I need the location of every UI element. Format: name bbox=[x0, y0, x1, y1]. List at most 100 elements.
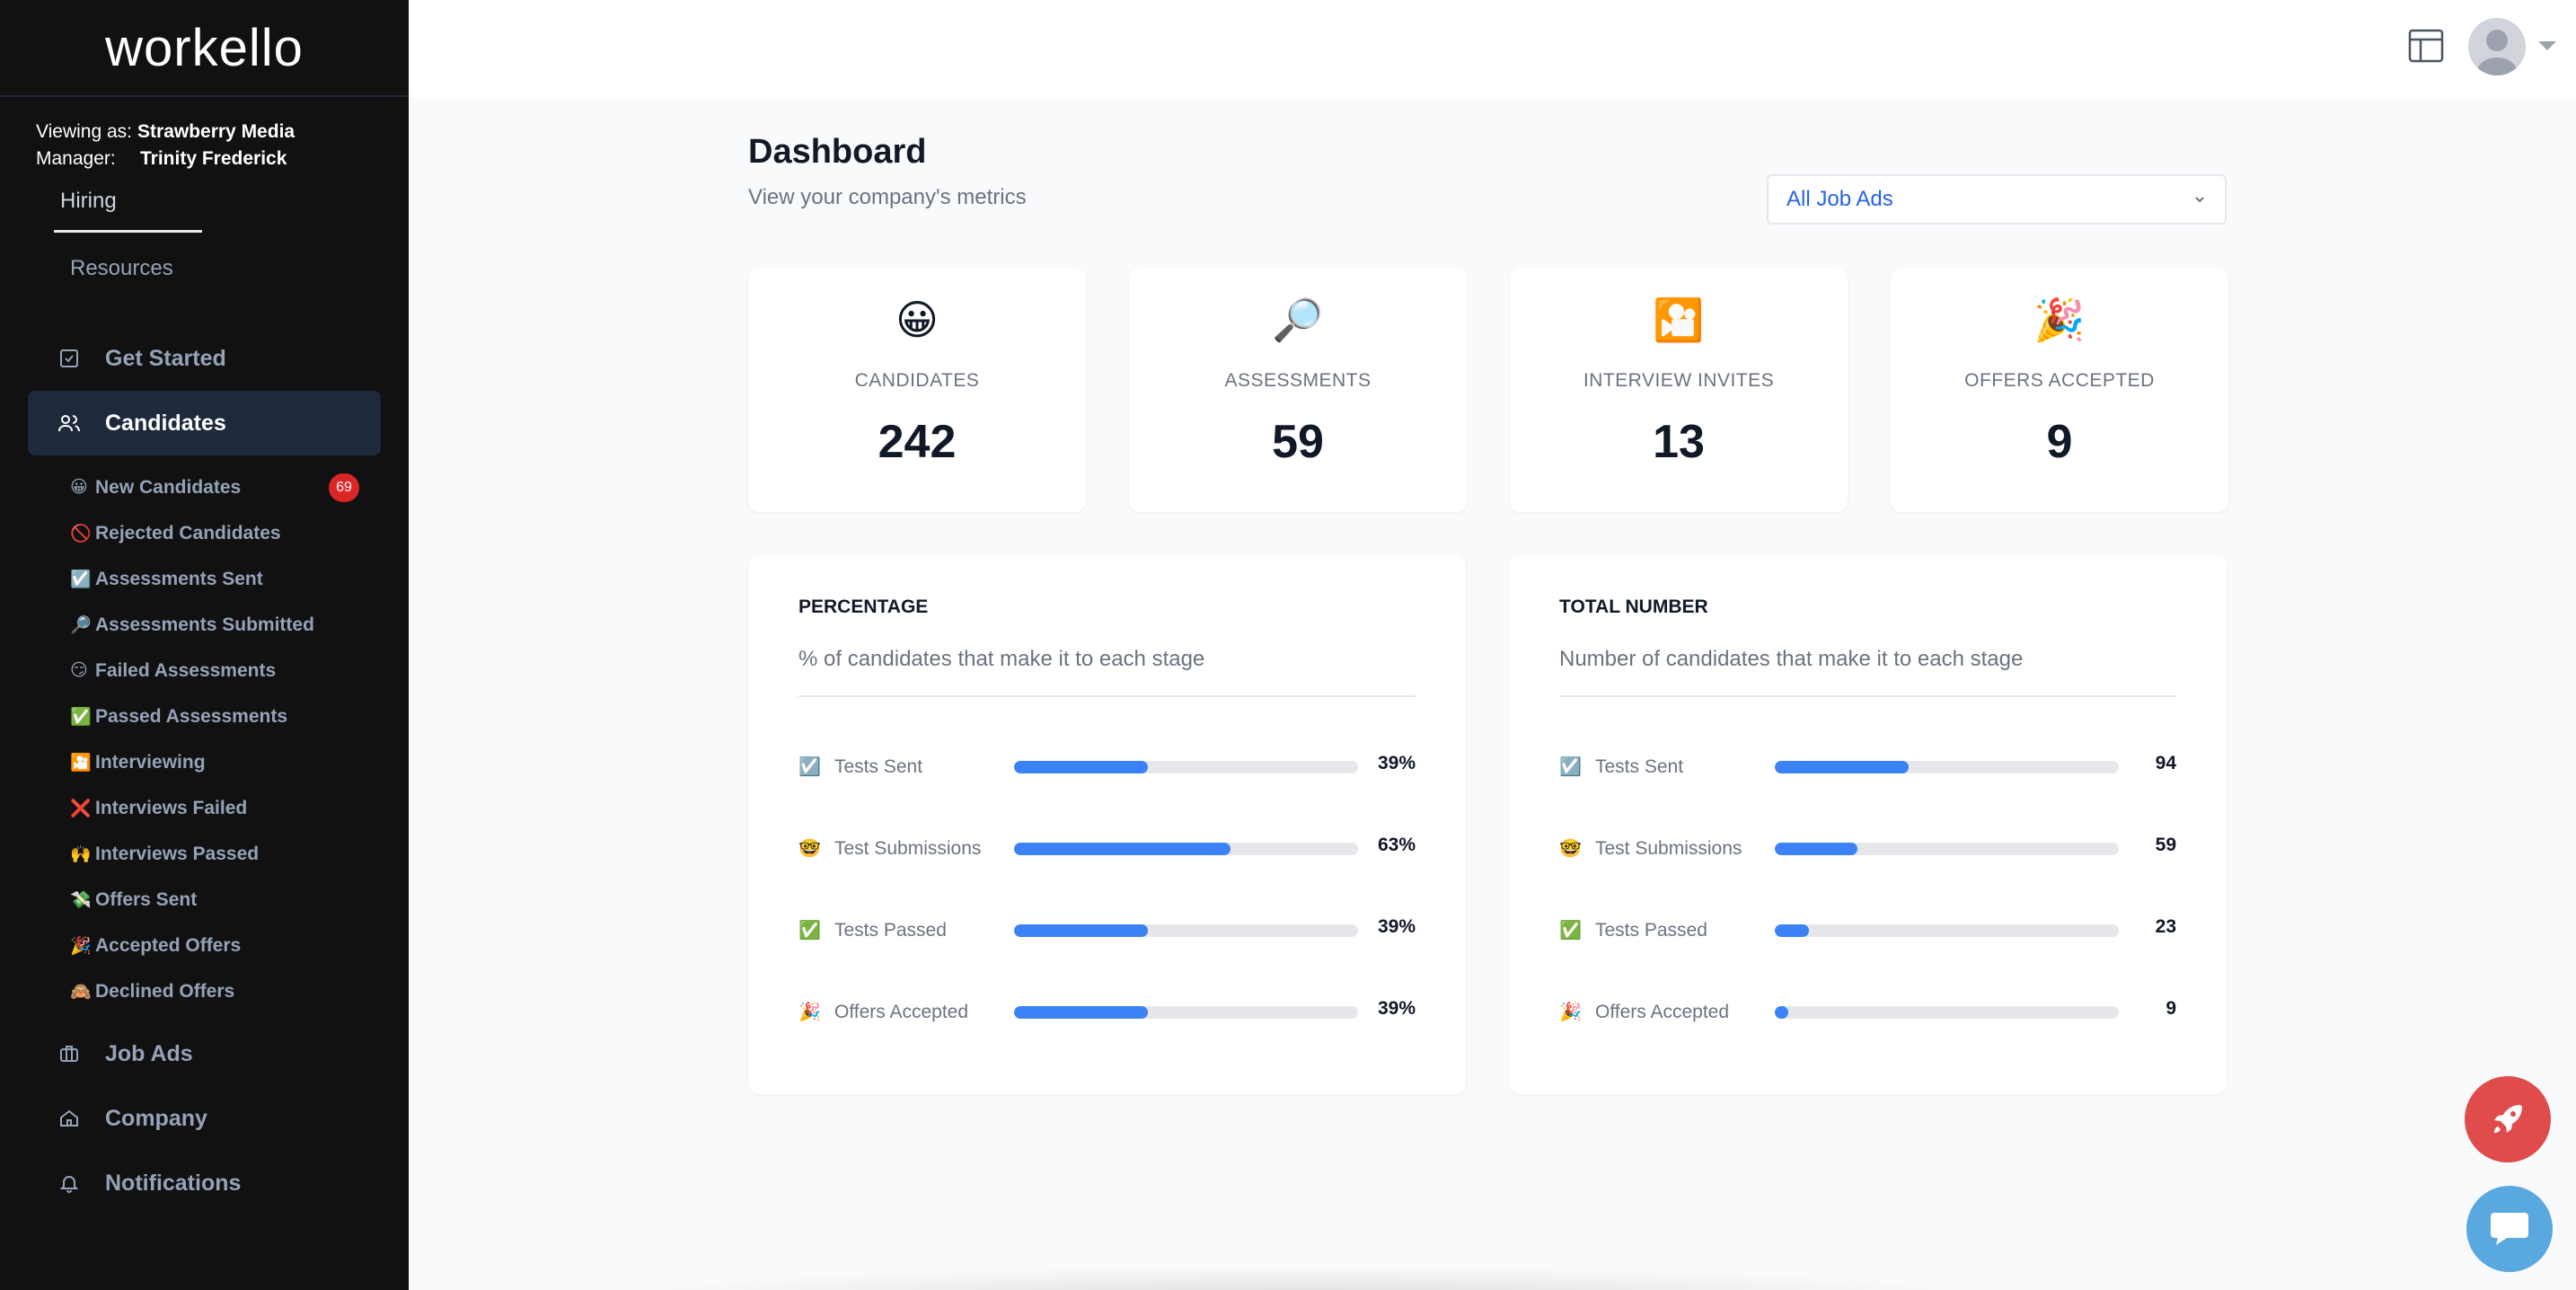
tab-resources[interactable]: Resources bbox=[70, 256, 173, 280]
checkbox-icon: ☑️ bbox=[70, 570, 92, 589]
funnel-row-value: 63% bbox=[1377, 834, 1416, 855]
main-nav: Get Started Candidates 😀 New Candidates 6… bbox=[0, 326, 409, 1215]
account-info: Viewing as: Strawberry Media Manager: Tr… bbox=[0, 97, 409, 172]
panel-title: PERCENTAGE bbox=[798, 596, 929, 617]
rocket-button[interactable] bbox=[2465, 1076, 2551, 1162]
progress-bar-fill bbox=[1775, 842, 1857, 855]
home-icon bbox=[57, 1106, 82, 1131]
money-wings-icon: 💸 bbox=[70, 890, 92, 910]
stage-label: Offers Sent bbox=[95, 888, 198, 910]
chat-bubble-icon bbox=[2491, 1213, 2528, 1245]
panel-title: TOTAL NUMBER bbox=[1559, 596, 1708, 617]
stage-failed-assessments[interactable]: 😏 Failed Assessments bbox=[0, 648, 409, 694]
page-subtitle: View your company's metrics bbox=[748, 185, 1027, 209]
tab-hiring-label: Hiring bbox=[60, 189, 117, 213]
chevron-down-icon[interactable] bbox=[2538, 41, 2556, 50]
stage-label: Accepted Offers bbox=[95, 934, 242, 956]
viewing-as-value: Strawberry Media bbox=[137, 121, 296, 142]
party-popper-icon: 🎉 bbox=[2033, 296, 2086, 343]
check-mark-icon: ✅ bbox=[798, 921, 821, 941]
stat-card-candidates: 😀 CANDIDATES 242 bbox=[748, 268, 1086, 512]
stats-cards: 😀 CANDIDATES 242 🔎 ASSESSMENTS 59 🎦 INTE… bbox=[748, 268, 2228, 512]
stage-passed-assessments[interactable]: ✅ Passed Assessments bbox=[0, 694, 409, 739]
tab-hiring[interactable]: Hiring bbox=[54, 189, 202, 233]
stat-value: 9 bbox=[2046, 416, 2073, 468]
stage-interviewing[interactable]: 🎦 Interviewing bbox=[0, 739, 409, 785]
job-ads-filter-select[interactable]: All Job Ads bbox=[1767, 174, 2227, 225]
stage-assessments-sent[interactable]: ☑️ Assessments Sent bbox=[0, 556, 409, 602]
progress-bar-fill bbox=[1775, 923, 1810, 937]
chat-button[interactable] bbox=[2466, 1186, 2553, 1272]
stage-label: Assessments Sent bbox=[95, 568, 263, 589]
stage-accepted-offers[interactable]: 🎉 Accepted Offers bbox=[0, 923, 409, 968]
cross-mark-icon: ❌ bbox=[70, 799, 92, 818]
party-popper-icon: 🎉 bbox=[1559, 1003, 1582, 1022]
progress-bar-fill bbox=[1775, 760, 1910, 773]
stage-declined-offers[interactable]: 🙈 Declined Offers bbox=[0, 968, 409, 1014]
progress-bar-fill bbox=[1014, 1005, 1149, 1019]
funnel-row: ✅ Tests Passed 23 bbox=[1559, 889, 2176, 971]
stage-label: New Candidates bbox=[95, 476, 242, 498]
nav-candidates[interactable]: Candidates bbox=[28, 391, 381, 455]
nav-company-label: Company bbox=[105, 1105, 207, 1131]
panel-description: Number of candidates that make it to eac… bbox=[1559, 647, 2176, 697]
user-avatar[interactable] bbox=[2468, 18, 2526, 75]
stage-label: Rejected Candidates bbox=[95, 522, 281, 543]
progress-bar bbox=[1014, 1005, 1358, 1019]
layout-icon[interactable] bbox=[2407, 27, 2445, 65]
nav-job-ads-label: Job Ads bbox=[105, 1040, 193, 1066]
progress-bar-fill bbox=[1014, 923, 1149, 937]
funnel-row-value: 39% bbox=[1377, 997, 1416, 1019]
stage-label: Interviews Failed bbox=[95, 797, 248, 818]
stage-assessments-submitted[interactable]: 🔎 Assessments Submitted bbox=[0, 602, 409, 648]
nav-get-started[interactable]: Get Started bbox=[28, 326, 381, 391]
stage-interviews-passed[interactable]: 🙌 Interviews Passed bbox=[0, 831, 409, 877]
job-ads-filter-value: All Job Ads bbox=[1786, 187, 1893, 211]
stat-card-interview-invites: 🎦 INTERVIEW INVITES 13 bbox=[1510, 268, 1848, 512]
camera-icon: 🎦 bbox=[70, 753, 92, 773]
stat-label: INTERVIEW INVITES bbox=[1583, 370, 1775, 391]
funnel-row-label: Test Submissions bbox=[834, 837, 982, 859]
percentage-panel: PERCENTAGE % of candidates that make it … bbox=[748, 555, 1466, 1094]
nav-job-ads[interactable]: Job Ads bbox=[28, 1021, 381, 1086]
funnel-row: ☑️ Tests Sent 94 bbox=[1559, 726, 2176, 808]
progress-bar bbox=[1775, 923, 2119, 937]
briefcase-icon bbox=[57, 1041, 82, 1066]
smirk-face-icon: 😏 bbox=[70, 661, 88, 680]
stage-label: Failed Assessments bbox=[95, 659, 277, 681]
funnel-row: ✅ Tests Passed 39% bbox=[798, 889, 1416, 971]
prohibited-icon: 🚫 bbox=[70, 524, 92, 543]
panel-description: % of candidates that make it to each sta… bbox=[798, 647, 1416, 697]
nerd-face-icon: 🤓 bbox=[1559, 839, 1582, 859]
stage-interviews-failed[interactable]: ❌ Interviews Failed bbox=[0, 785, 409, 831]
progress-bar-fill bbox=[1014, 760, 1149, 773]
users-icon bbox=[57, 411, 82, 436]
funnel-row: 🎉 Offers Accepted 39% bbox=[798, 971, 1416, 1053]
check-mark-icon: ✅ bbox=[70, 707, 92, 727]
magnifier-icon: 🔎 bbox=[70, 615, 92, 635]
progress-bar bbox=[1775, 760, 2119, 773]
stage-offers-sent[interactable]: 💸 Offers Sent bbox=[0, 877, 409, 923]
chevron-down-icon bbox=[2195, 197, 2204, 203]
nav-notifications[interactable]: Notifications bbox=[28, 1151, 381, 1215]
progress-bar-fill bbox=[1775, 1005, 1789, 1019]
funnel-row-label: Test Submissions bbox=[1595, 837, 1742, 859]
page-shadow bbox=[611, 1267, 1994, 1290]
funnel-row-value: 94 bbox=[2155, 752, 2176, 773]
funnel-row-label: Tests Passed bbox=[1595, 919, 1707, 941]
funnel-row-label: Offers Accepted bbox=[834, 1001, 969, 1022]
stat-label: ASSESSMENTS bbox=[1224, 370, 1372, 391]
stage-rejected-candidates[interactable]: 🚫 Rejected Candidates bbox=[0, 510, 409, 556]
nav-get-started-label: Get Started bbox=[105, 345, 226, 371]
funnel-row-label: Tests Sent bbox=[834, 755, 923, 777]
stage-label: Interviewing bbox=[95, 751, 206, 773]
new-candidates-count-badge: 69 bbox=[329, 473, 359, 502]
progress-bar bbox=[1014, 923, 1358, 937]
checkbox-icon bbox=[57, 346, 82, 371]
stage-new-candidates[interactable]: 😀 New Candidates 69 bbox=[0, 464, 409, 510]
app-logo[interactable]: workello bbox=[0, 0, 409, 97]
top-bar bbox=[409, 0, 2576, 97]
funnel-row-value: 39% bbox=[1377, 915, 1416, 937]
checkbox-icon: ☑️ bbox=[798, 757, 821, 777]
nav-company[interactable]: Company bbox=[28, 1086, 381, 1151]
